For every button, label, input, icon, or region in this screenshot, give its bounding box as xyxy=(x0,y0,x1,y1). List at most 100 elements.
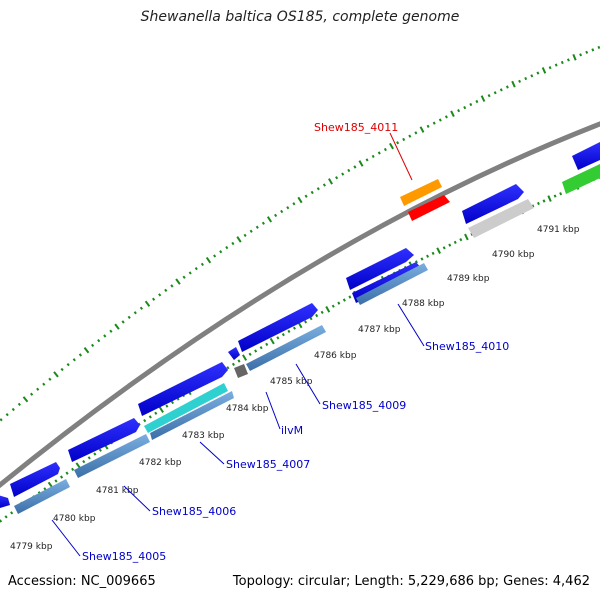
minor-tick xyxy=(347,168,351,173)
minor-tick xyxy=(286,206,290,210)
leader-line xyxy=(51,519,81,557)
minor-tick xyxy=(559,192,563,196)
minor-tick xyxy=(59,475,64,479)
gene-feature xyxy=(234,364,248,378)
minor-tick xyxy=(475,99,479,104)
gene-feature xyxy=(246,325,326,371)
minor-tick xyxy=(30,392,34,396)
map-title: Shewanella baltica OS185, complete genom… xyxy=(140,9,460,25)
major-tick xyxy=(175,278,181,285)
minor-tick xyxy=(469,102,473,107)
minor-tick xyxy=(335,176,339,180)
minor-tick xyxy=(248,352,252,356)
gene-track xyxy=(14,164,600,514)
cds-feature xyxy=(238,303,318,352)
minor-tick xyxy=(408,134,412,138)
minor-tick xyxy=(98,448,102,452)
tick-label: 4787 kbp xyxy=(358,325,401,335)
minor-tick xyxy=(200,262,204,267)
major-tick xyxy=(83,346,90,354)
outer-dotted-track xyxy=(0,45,600,422)
minor-tick xyxy=(243,233,247,237)
minor-tick xyxy=(560,60,564,65)
minor-tick xyxy=(531,204,535,208)
minor-tick xyxy=(536,71,540,75)
minor-tick xyxy=(371,154,375,158)
minor-tick xyxy=(42,382,46,386)
minor-tick xyxy=(597,45,600,49)
major-tick xyxy=(114,323,120,330)
genome-backbone xyxy=(0,121,600,489)
major-tick xyxy=(269,337,275,345)
gene-feature xyxy=(150,391,234,440)
leader-line xyxy=(265,391,281,430)
minor-tick xyxy=(342,298,346,302)
minor-tick xyxy=(548,66,552,70)
minor-tick xyxy=(158,293,162,297)
major-tick xyxy=(464,233,469,241)
minor-tick xyxy=(493,91,497,95)
leader-line xyxy=(199,441,225,465)
major-tick xyxy=(158,406,164,413)
minor-tick xyxy=(109,329,113,333)
minor-tick xyxy=(71,467,75,471)
minor-tick xyxy=(11,407,15,412)
major-tick xyxy=(236,236,242,243)
minor-tick xyxy=(249,229,253,233)
genome-summary-text: Topology: circular; Length: 5,229,686 bp… xyxy=(232,574,590,589)
minor-tick xyxy=(231,362,235,367)
minor-tick xyxy=(188,271,192,275)
minor-tick xyxy=(414,131,418,135)
minor-tick xyxy=(414,260,418,264)
tick-label: 4791 kbp xyxy=(537,225,580,235)
tick-label: 4780 kbp xyxy=(53,514,96,524)
minor-tick xyxy=(322,183,326,187)
minor-tick xyxy=(225,245,229,250)
minor-tick xyxy=(518,79,522,83)
minor-tick xyxy=(396,141,400,145)
gene-labels: Shew185_4005 Shew185_4006 Shew185_4007 i… xyxy=(82,121,509,563)
major-tick xyxy=(436,247,441,254)
leader-line xyxy=(123,485,151,512)
minor-tick xyxy=(292,326,296,330)
minor-tick xyxy=(276,336,280,340)
major-tick xyxy=(480,95,486,102)
cds-feature xyxy=(138,362,228,416)
leader-line xyxy=(295,363,321,405)
minor-tick xyxy=(259,346,263,350)
cds-feature xyxy=(0,495,10,508)
minor-tick xyxy=(287,329,291,334)
major-tick xyxy=(419,126,425,133)
minor-tick xyxy=(91,343,95,348)
major-tick xyxy=(325,306,331,313)
minor-tick xyxy=(165,404,169,408)
minor-tick xyxy=(237,359,241,363)
minor-tick xyxy=(17,402,21,407)
major-tick xyxy=(450,110,455,118)
accession-text: Accession: NC_009665 xyxy=(8,574,156,589)
minor-tick xyxy=(383,147,387,152)
minor-tick xyxy=(459,238,463,242)
minor-tick xyxy=(4,515,8,519)
minor-tick xyxy=(444,115,448,119)
minor-tick xyxy=(432,121,436,125)
gene-feature xyxy=(144,383,228,433)
minor-tick xyxy=(60,367,64,372)
major-tick xyxy=(75,462,81,469)
minor-tick xyxy=(315,313,319,318)
major-tick xyxy=(22,396,29,403)
minor-tick xyxy=(43,487,47,491)
minor-tick xyxy=(292,202,296,206)
minor-tick xyxy=(127,315,131,320)
minor-tick xyxy=(133,311,137,315)
minor-tick xyxy=(170,284,174,288)
minor-tick xyxy=(226,366,230,370)
minor-tick xyxy=(5,413,9,417)
tick-label: 4784 kbp xyxy=(226,404,269,414)
minor-tick xyxy=(36,387,40,391)
minor-tick xyxy=(348,295,352,299)
minor-tick xyxy=(304,320,308,324)
minor-tick xyxy=(402,137,406,142)
gene-label: ilvM xyxy=(281,424,303,437)
